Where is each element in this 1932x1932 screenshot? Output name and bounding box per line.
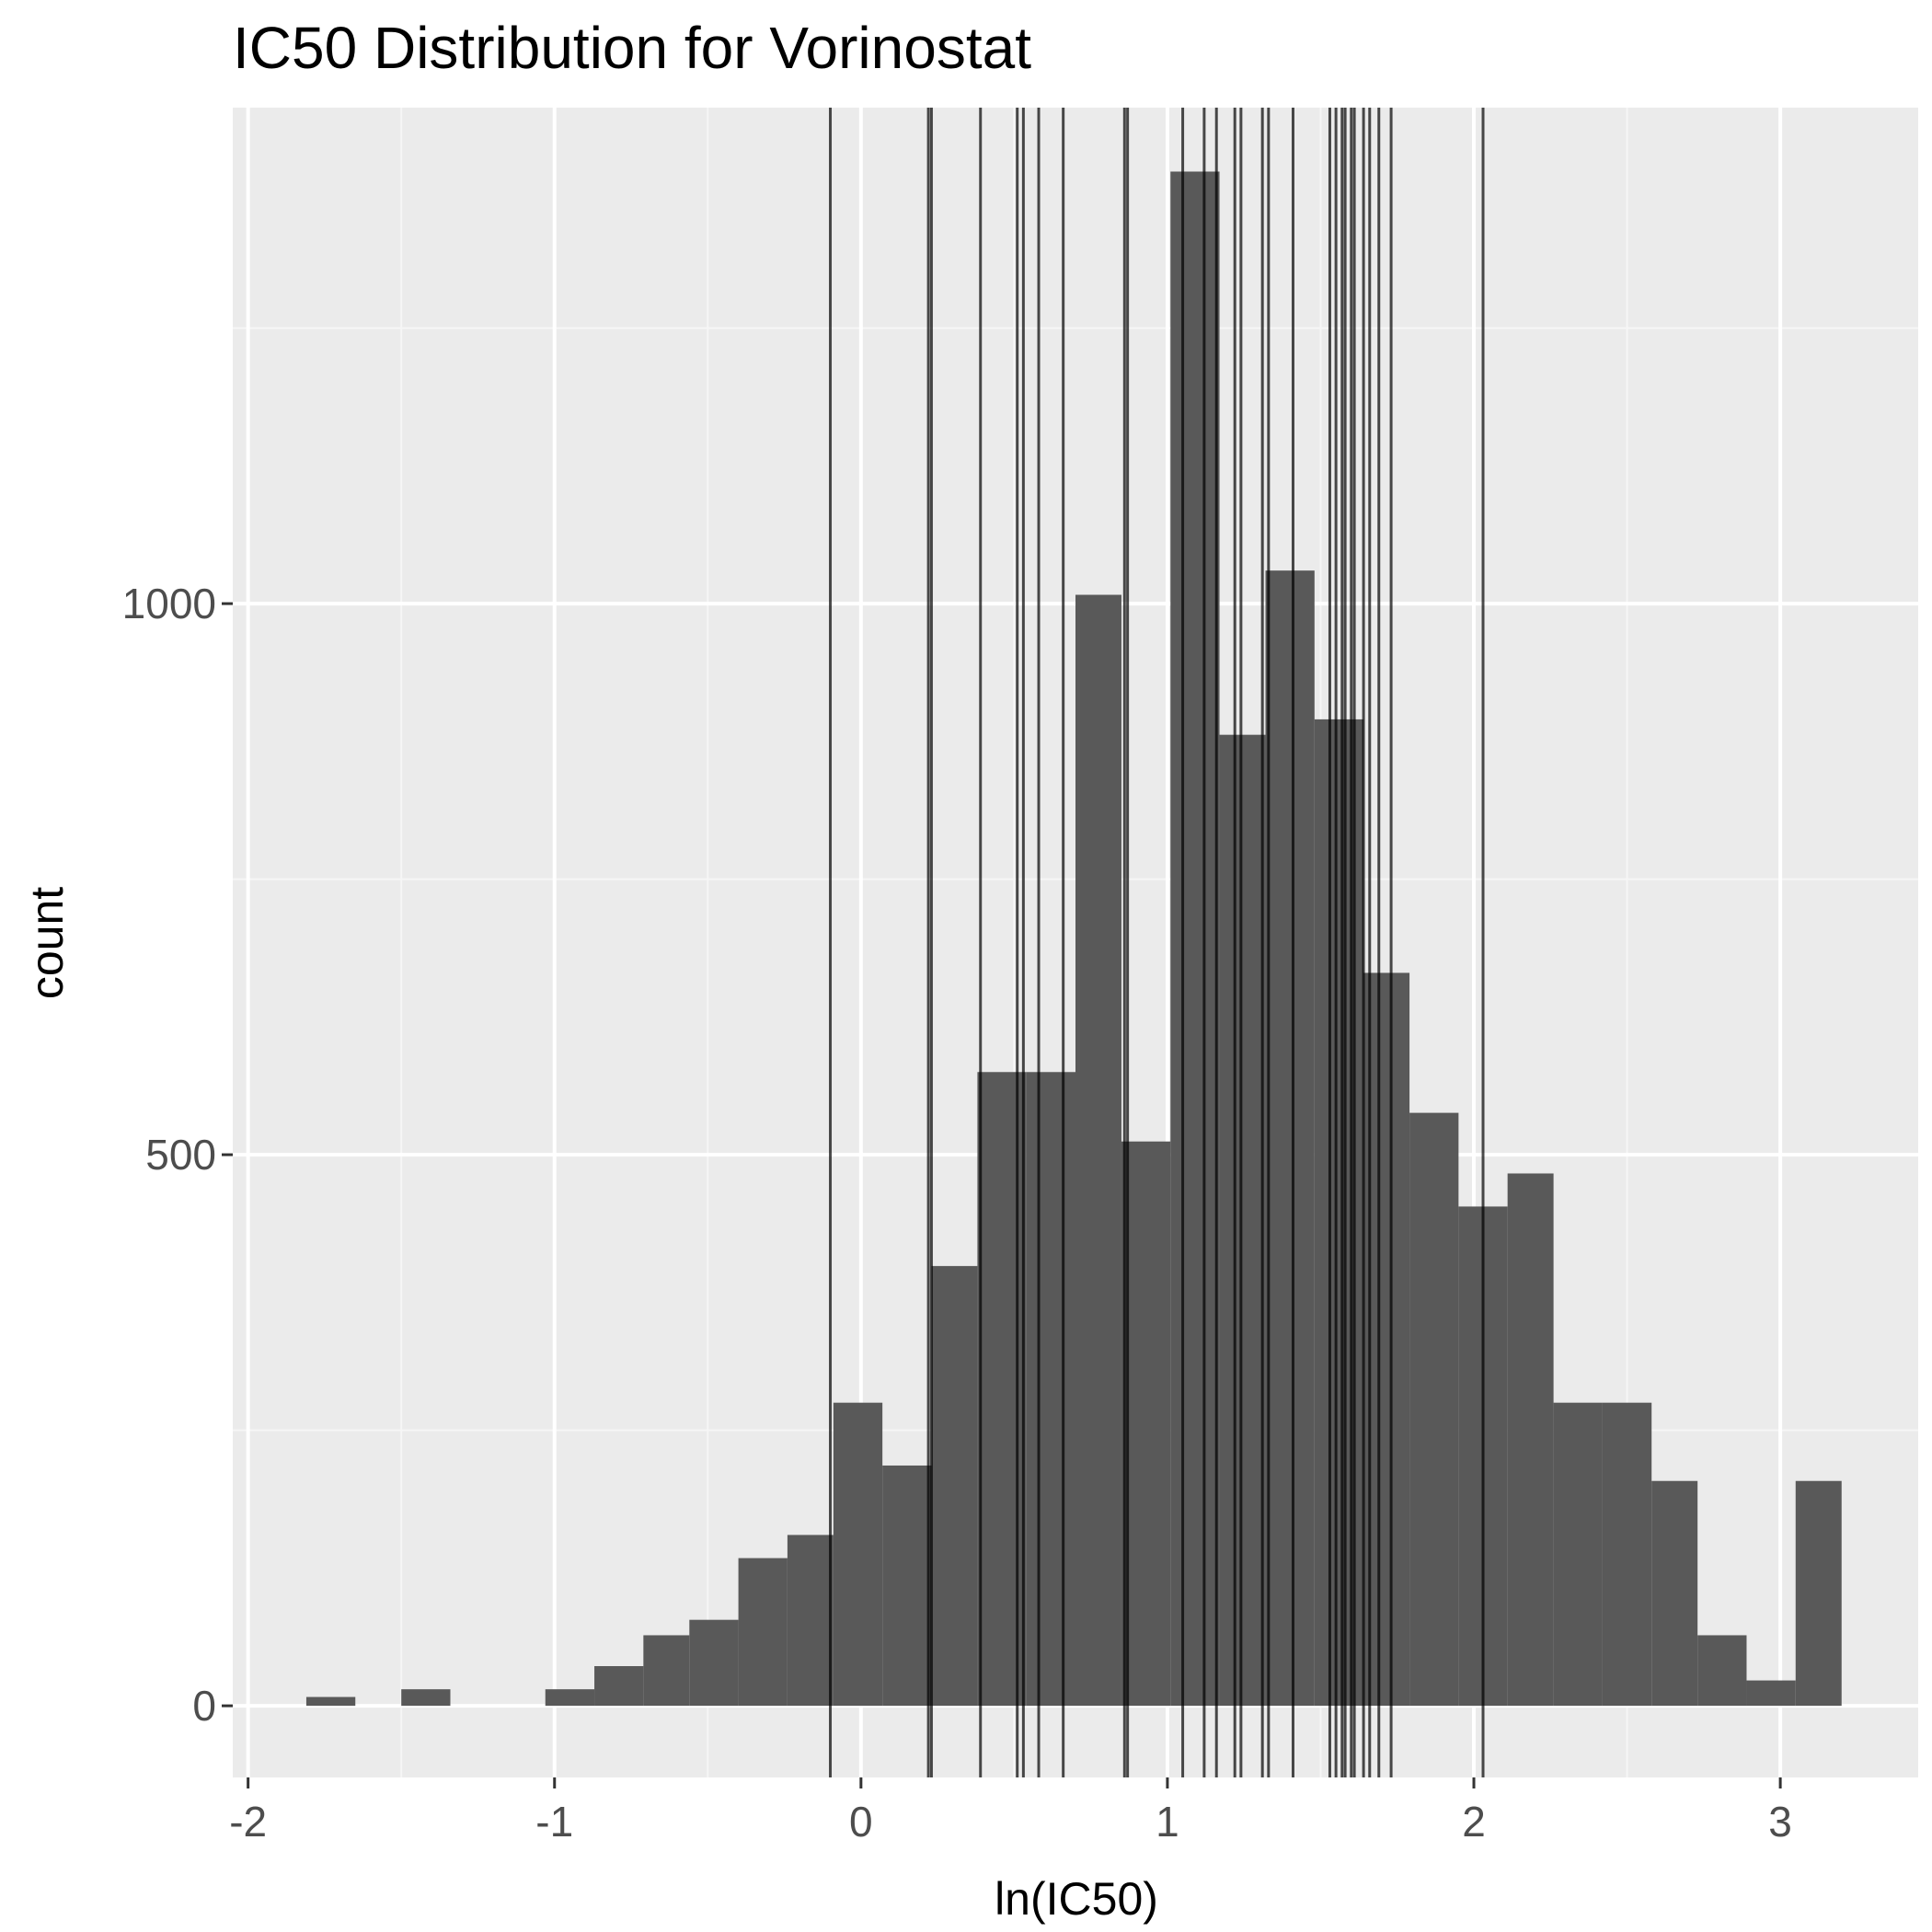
histogram-bar-32 (1795, 1480, 1842, 1707)
histogram-bar-31 (1746, 1680, 1796, 1707)
histogram-bar-6 (545, 1689, 595, 1707)
histogram-bar-1 (305, 1696, 356, 1707)
histogram-bar-26 (1507, 1173, 1554, 1707)
histogram-bar-12 (833, 1402, 883, 1707)
histogram-bar-21 (1265, 570, 1315, 1707)
y-axis-tick-label: 500 (145, 1131, 216, 1179)
histogram-bar-9 (689, 1619, 739, 1707)
histogram-bar-29 (1651, 1480, 1698, 1707)
histogram-bar-19 (1170, 171, 1220, 1707)
histogram-bar-13 (882, 1465, 932, 1707)
x-axis-label: ln(IC50) (995, 1873, 1158, 1925)
histogram-bar-30 (1697, 1635, 1747, 1707)
histogram-bar-20 (1219, 734, 1266, 1707)
histogram-bar-27 (1553, 1402, 1603, 1707)
histogram-bar-22 (1314, 719, 1364, 1707)
histogram-bar-10 (738, 1558, 788, 1707)
histogram-bar-7 (594, 1666, 644, 1707)
x-axis-tick-label: 0 (849, 1798, 873, 1846)
x-axis-tick-label: -1 (535, 1798, 573, 1846)
histogram-bar-14 (931, 1266, 978, 1707)
chart-title: IC50 Distribution for Vorinostat (233, 15, 1031, 81)
histogram-bar-24 (1409, 1112, 1459, 1707)
y-axis-label: count (21, 887, 73, 999)
histogram-bar-23 (1363, 972, 1410, 1707)
histogram-bar-15 (977, 1072, 1027, 1707)
x-axis-tick-label: -2 (229, 1798, 267, 1846)
histogram-bar-11 (787, 1535, 834, 1707)
y-axis-tick-label: 0 (192, 1682, 216, 1730)
x-axis-tick-label: 3 (1768, 1798, 1792, 1846)
y-axis-tick-label: 1000 (122, 580, 216, 627)
x-axis-tick-label: 2 (1462, 1798, 1486, 1846)
histogram-bar-3 (401, 1689, 451, 1707)
histogram-bar-17 (1075, 594, 1121, 1707)
histogram-bar-8 (643, 1635, 690, 1707)
histogram-bar-16 (1026, 1072, 1075, 1707)
histogram-bar-18 (1121, 1141, 1171, 1707)
axes: -2 -1 0 1 2 3 0 500 1000 (122, 580, 1792, 1846)
histogram-bar-28 (1602, 1402, 1652, 1707)
reference-lines (829, 108, 1485, 1777)
x-axis-tick-label: 1 (1156, 1798, 1179, 1846)
